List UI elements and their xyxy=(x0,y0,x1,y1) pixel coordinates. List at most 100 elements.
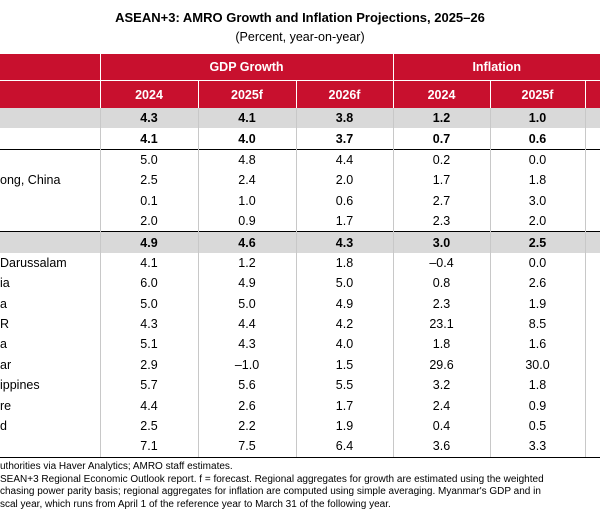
cell: 0.6 xyxy=(489,128,585,150)
cell: 2.9 xyxy=(99,354,198,376)
cell: 8.5 xyxy=(489,313,585,335)
cell: 2.4 xyxy=(197,170,296,191)
footnote-line: scal year, which runs from April 1 of th… xyxy=(0,498,391,510)
row-label: ippines xyxy=(0,378,40,393)
cell: 5.1 xyxy=(99,334,198,355)
cell: 5.0 xyxy=(99,293,198,314)
table-row: 5.0 4.8 4.4 0.2 0.0 xyxy=(0,148,600,171)
cell xyxy=(584,231,600,253)
cell: 4.3 xyxy=(99,108,198,129)
cell: 2.0 xyxy=(99,210,198,232)
cell xyxy=(584,293,600,314)
table-row: re 4.4 2.6 1.7 2.4 0.9 xyxy=(0,395,600,416)
cell: 5.0 xyxy=(197,293,296,314)
table-row: R 4.3 4.4 4.2 23.1 8.5 xyxy=(0,313,600,335)
row-label: Darussalam xyxy=(0,255,67,270)
cell: 3.3 xyxy=(489,436,585,458)
table-row: 0.1 1.0 0.6 2.7 3.0 xyxy=(0,190,600,211)
cell: 3.7 xyxy=(295,128,393,150)
cell: 0.9 xyxy=(489,395,585,416)
cell: 1.7 xyxy=(295,210,393,232)
row-label xyxy=(0,231,100,253)
cell: 2.0 xyxy=(489,210,585,232)
cell: 4.1 xyxy=(99,128,198,150)
cell: 4.0 xyxy=(295,334,393,355)
cell: 2.5 xyxy=(99,415,198,437)
cell: 5.0 xyxy=(295,273,393,294)
cell xyxy=(584,210,600,232)
cell: 1.0 xyxy=(489,108,585,129)
cell: 2.4 xyxy=(392,395,490,416)
table-row: d 2.5 2.2 1.9 0.4 0.5 xyxy=(0,415,600,437)
cell: 4.1 xyxy=(197,108,296,129)
cell xyxy=(584,273,600,294)
row-label xyxy=(0,191,100,211)
cell: 3.0 xyxy=(489,190,585,211)
cell xyxy=(584,436,600,458)
cell: 4.6 xyxy=(197,231,296,253)
cell: 4.4 xyxy=(197,313,296,335)
cell: 0.0 xyxy=(489,148,585,171)
cell: 4.4 xyxy=(295,148,393,171)
table-row: ippines 5.7 5.6 5.5 3.2 1.8 xyxy=(0,375,600,396)
cell: 1.9 xyxy=(295,415,393,437)
header-row: GDP Growth Inflation xyxy=(0,54,600,81)
cell: 4.3 xyxy=(197,334,296,355)
cell: 1.0 xyxy=(197,190,296,211)
table-row: 4.1 4.0 3.7 0.7 0.6 xyxy=(0,128,600,150)
cell: 4.3 xyxy=(295,231,393,253)
cell: 3.2 xyxy=(392,375,490,396)
cell: 2.3 xyxy=(392,210,490,232)
cell: 2.7 xyxy=(392,190,490,211)
cell: 4.8 xyxy=(197,148,296,171)
cell: 0.7 xyxy=(392,128,490,150)
row-label: a xyxy=(0,296,7,311)
cell: 4.2 xyxy=(295,313,393,335)
row-label: ia xyxy=(0,276,10,291)
cell: 30.0 xyxy=(489,354,585,376)
cell: 0.6 xyxy=(295,190,393,211)
cell: 1.8 xyxy=(295,252,393,274)
cell: 1.7 xyxy=(392,170,490,191)
cell: 1.2 xyxy=(392,108,490,129)
cell: 4.3 xyxy=(99,313,198,335)
row-label: ar xyxy=(0,357,12,372)
cell: 7.5 xyxy=(197,436,296,458)
cell: 7.1 xyxy=(99,436,198,458)
cell: 5.0 xyxy=(99,148,198,171)
cell: 1.9 xyxy=(489,293,585,314)
table-row: a 5.1 4.3 4.0 1.8 1.6 xyxy=(0,334,600,355)
cell: 5.7 xyxy=(99,375,198,396)
cell: 1.8 xyxy=(392,334,490,355)
cell: 2.2 xyxy=(197,415,296,437)
year-header: 2024 xyxy=(392,80,490,108)
cell: 1.8 xyxy=(489,170,585,191)
cell: 3.6 xyxy=(392,436,490,458)
header-cell xyxy=(0,80,100,108)
row-label xyxy=(0,211,100,232)
cell xyxy=(584,108,600,129)
title: ASEAN+3: AMRO Growth and Inflation Proje… xyxy=(115,10,485,25)
cell: 0.9 xyxy=(197,210,296,232)
header-cell xyxy=(584,80,600,108)
cell xyxy=(584,375,600,396)
footnote-line: SEAN+3 Regional Economic Outlook report.… xyxy=(0,473,544,485)
row-label: a xyxy=(0,337,7,352)
cell: 2.6 xyxy=(197,395,296,416)
year-header: 2025f xyxy=(489,80,585,108)
cell xyxy=(584,148,600,171)
cell xyxy=(584,395,600,416)
cell: 4.0 xyxy=(197,128,296,150)
table-row: ia 6.0 4.9 5.0 0.8 2.6 xyxy=(0,273,600,294)
year-header: 2025f xyxy=(197,80,296,108)
cell: 5.6 xyxy=(197,375,296,396)
cell: –1.0 xyxy=(197,354,296,376)
cell: 23.1 xyxy=(392,313,490,335)
footnotes: uthorities via Haver Analytics; AMRO sta… xyxy=(0,461,600,511)
table-row: Darussalam 4.1 1.2 1.8 –0.4 0.0 xyxy=(0,252,600,274)
row-label xyxy=(0,148,100,171)
cell xyxy=(584,313,600,335)
group-header: GDP Growth xyxy=(99,54,393,81)
cell: 4.9 xyxy=(295,293,393,314)
cell: 0.4 xyxy=(392,415,490,437)
